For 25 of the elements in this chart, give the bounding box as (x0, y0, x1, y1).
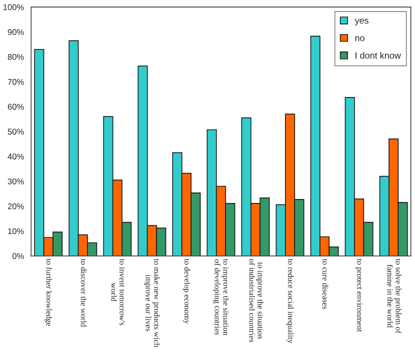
y-tick-label: 50% (8, 128, 24, 135)
y-tick-label: 10% (8, 228, 24, 234)
x-tick-label: to develop economy (182, 258, 190, 324)
y-tick-label: 20% (8, 203, 24, 210)
y-tick-label: 70% (8, 78, 24, 85)
x-tick-label: to improve the situation of developing countries (213, 258, 229, 336)
x-tick-label: to make new products wich improve our lives (144, 258, 160, 348)
x-tick-label: to discover the world (80, 258, 87, 327)
y-tick-label: 60% (8, 104, 24, 110)
x-tick-label: to protect environment (355, 258, 362, 332)
legend-label: no (355, 36, 364, 42)
legend-label: I dont know (356, 52, 401, 59)
y-tick-label: 30% (8, 178, 24, 184)
legend-label: yes (354, 18, 368, 26)
y-tick-label: 0% (12, 253, 24, 260)
x-tick-label: to further knowledge (44, 258, 52, 326)
y-tick-label: 100% (4, 4, 24, 10)
y-tick-label: 90% (8, 29, 24, 36)
x-tick-label: to invent tomorrow's world (111, 258, 126, 326)
x-tick-label: to cure diseases (322, 258, 328, 309)
y-tick-label: 40% (8, 154, 24, 160)
y-tick-label: 80% (8, 54, 24, 60)
x-tick-label: to solve the problem of famine in the world (387, 258, 402, 334)
x-tick-label: to improve the situation of industrialised countries (249, 259, 264, 342)
x-tick-label: to reduce social inequality (286, 258, 294, 344)
